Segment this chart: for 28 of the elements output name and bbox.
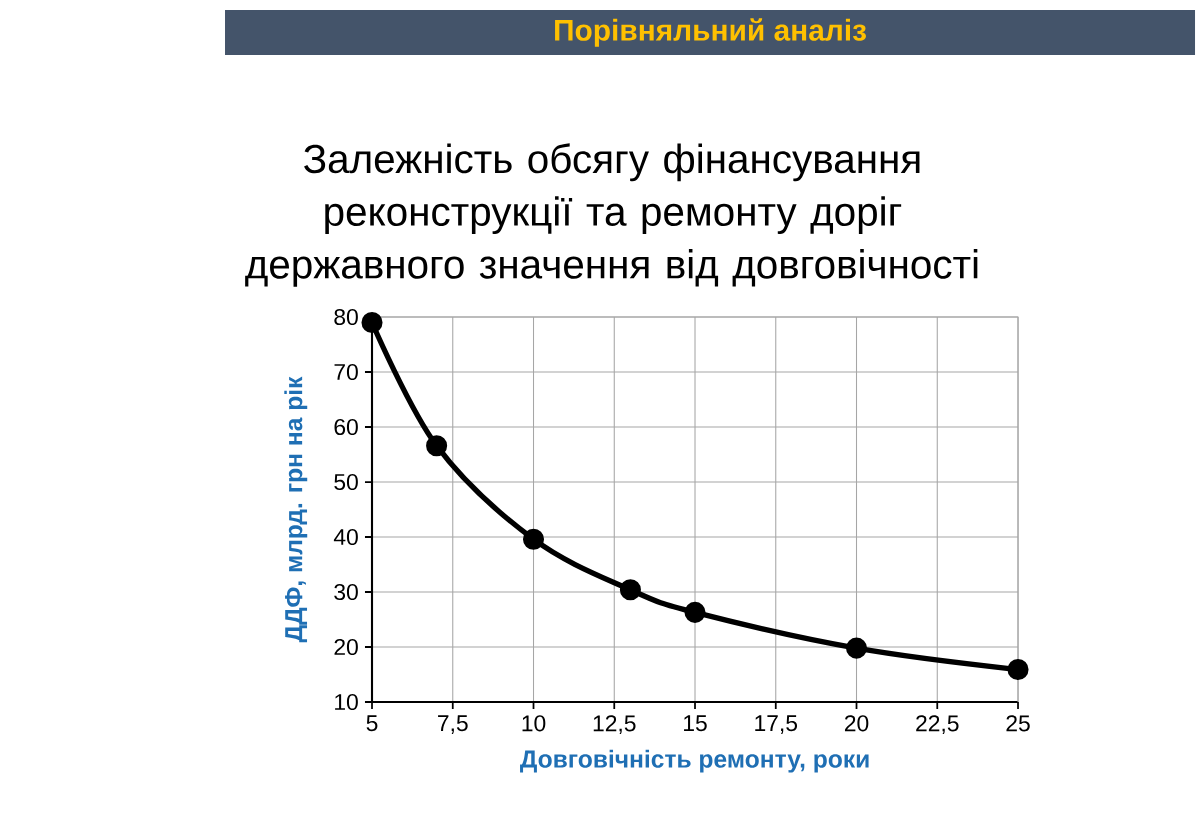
x-tick-label: 20 <box>844 715 869 732</box>
point <box>1007 659 1029 681</box>
x-axis-title: Довговічність ремонту, роки <box>520 749 869 773</box>
x-tick-label: 7,5 <box>438 715 468 734</box>
x-tick-label: 5 <box>366 715 378 732</box>
x-tick-label: 17,5 <box>755 715 798 734</box>
chart-title: Залежність обсягу фінансування реконструкції та ремонту доріг державного значення від довговічності <box>245 143 978 287</box>
x-tick-label: 10 <box>522 715 546 732</box>
x-tick-label: 15 <box>684 715 707 732</box>
x-tick-label: 25 <box>1006 715 1030 732</box>
chart-subtitle: Порівняльний аналіз <box>555 18 866 47</box>
point <box>522 528 545 550</box>
y-tick-label: 10 <box>335 693 358 711</box>
y-tick-label: 50 <box>334 473 358 491</box>
point <box>619 579 641 601</box>
y-tick-label: 30 <box>334 583 358 601</box>
point <box>845 637 868 659</box>
y-axis-title: ДДФ, млрд. грн на рік <box>284 376 308 643</box>
point <box>361 311 383 334</box>
y-tick-label: 60 <box>334 418 358 436</box>
x-tick-label: 22,5 <box>916 715 959 735</box>
point <box>684 601 706 623</box>
point <box>426 435 448 457</box>
y-tick-label: 20 <box>334 638 358 656</box>
x-tick-label: 12,5 <box>593 715 636 735</box>
y-tick-label: 80 <box>334 308 358 326</box>
y-tick-label: 40 <box>333 528 358 546</box>
y-tick-label: 70 <box>334 363 358 381</box>
